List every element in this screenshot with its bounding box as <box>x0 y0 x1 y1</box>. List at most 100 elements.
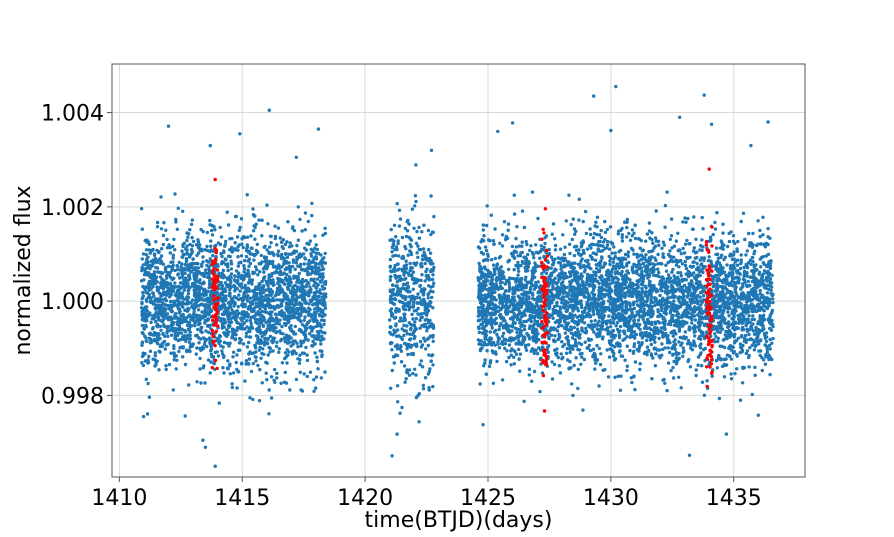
flux-point <box>207 285 211 290</box>
flux-point <box>258 317 262 322</box>
flux-point <box>161 262 166 266</box>
flux-point <box>313 246 317 251</box>
flux-point <box>556 296 560 300</box>
flux-point <box>152 294 156 298</box>
flux-point <box>188 253 193 257</box>
flux-point <box>418 318 422 322</box>
flux-point <box>240 298 245 303</box>
flux-point <box>608 285 612 290</box>
flux-point <box>209 228 214 233</box>
flux-point <box>278 236 282 240</box>
flux-point <box>260 234 264 238</box>
flux-point <box>402 341 407 346</box>
flux-point <box>282 321 287 326</box>
flux-point <box>163 280 167 284</box>
flux-point <box>170 268 174 272</box>
flux-point <box>154 363 158 367</box>
flux-point <box>429 300 433 305</box>
flux-point <box>393 253 398 258</box>
flux-point <box>401 305 405 309</box>
flux-point <box>267 250 271 254</box>
flux-point <box>246 313 250 317</box>
flux-point <box>625 364 629 368</box>
flux-point <box>632 342 637 346</box>
flux-point <box>320 314 325 319</box>
flux-point <box>405 324 409 328</box>
flux-point <box>314 297 318 301</box>
flux-point <box>493 227 497 231</box>
flux-point <box>551 222 556 226</box>
flux-point <box>576 367 580 372</box>
flux-point <box>305 353 309 357</box>
flux-point <box>141 290 145 295</box>
flux-point <box>543 241 547 246</box>
flux-point <box>303 211 308 215</box>
flux-point <box>645 232 650 236</box>
flux-point <box>703 346 707 351</box>
flux-point <box>428 251 433 255</box>
flux-point <box>237 325 242 330</box>
flux-point <box>255 291 259 296</box>
flux-point <box>280 314 284 318</box>
flux-point <box>151 283 155 287</box>
flux-point <box>189 264 193 269</box>
flux-point <box>682 251 687 255</box>
flux-point <box>220 284 225 288</box>
flux-point <box>186 252 190 256</box>
flux-point <box>190 298 195 302</box>
flux-point <box>256 311 261 316</box>
flux-point <box>400 405 404 410</box>
flux-point <box>305 322 309 327</box>
flux-point <box>244 254 249 259</box>
flux-point <box>534 250 539 254</box>
flux-point <box>175 358 179 362</box>
flux-point <box>422 299 427 303</box>
flux-point <box>194 243 199 247</box>
flux-point <box>240 237 244 241</box>
flux-point <box>247 264 251 268</box>
flux-point <box>235 309 239 313</box>
flux-point <box>411 300 416 305</box>
flux-point <box>285 266 289 270</box>
flux-point <box>295 243 299 248</box>
flux-point <box>746 279 750 284</box>
flux-point <box>427 248 431 252</box>
flux-point <box>140 361 144 365</box>
flux-point <box>315 277 320 281</box>
flux-point <box>571 316 575 320</box>
flux-point <box>198 248 202 252</box>
flux-point <box>297 361 302 365</box>
flux-point <box>216 315 221 320</box>
flux-point <box>289 291 294 295</box>
flux-point <box>225 366 230 370</box>
flux-point <box>319 301 323 305</box>
flux-point <box>318 288 322 292</box>
flux-point <box>269 396 274 400</box>
flux-point <box>611 320 615 324</box>
flux-point <box>236 248 240 252</box>
flux-point <box>254 222 258 226</box>
flux-point <box>153 306 157 310</box>
flux-point <box>615 320 620 325</box>
flux-point <box>227 344 231 348</box>
flux-point <box>420 265 424 269</box>
flux-point <box>248 296 252 300</box>
flux-point <box>390 250 394 254</box>
flux-point <box>307 262 311 266</box>
flux-point <box>577 318 581 323</box>
flux-point <box>757 270 762 274</box>
flux-point <box>187 340 192 344</box>
flux-point <box>275 340 279 344</box>
flux-point <box>188 333 192 338</box>
flux-point <box>310 328 314 332</box>
flux-point <box>294 377 299 382</box>
flux-point <box>205 230 210 235</box>
flux-point <box>202 280 206 284</box>
flux-point <box>236 264 240 268</box>
flux-point <box>223 281 228 285</box>
flux-point <box>314 266 318 270</box>
flux-point <box>149 296 153 300</box>
flux-point <box>693 334 697 338</box>
flux-point <box>323 303 327 308</box>
flux-point <box>321 272 325 276</box>
